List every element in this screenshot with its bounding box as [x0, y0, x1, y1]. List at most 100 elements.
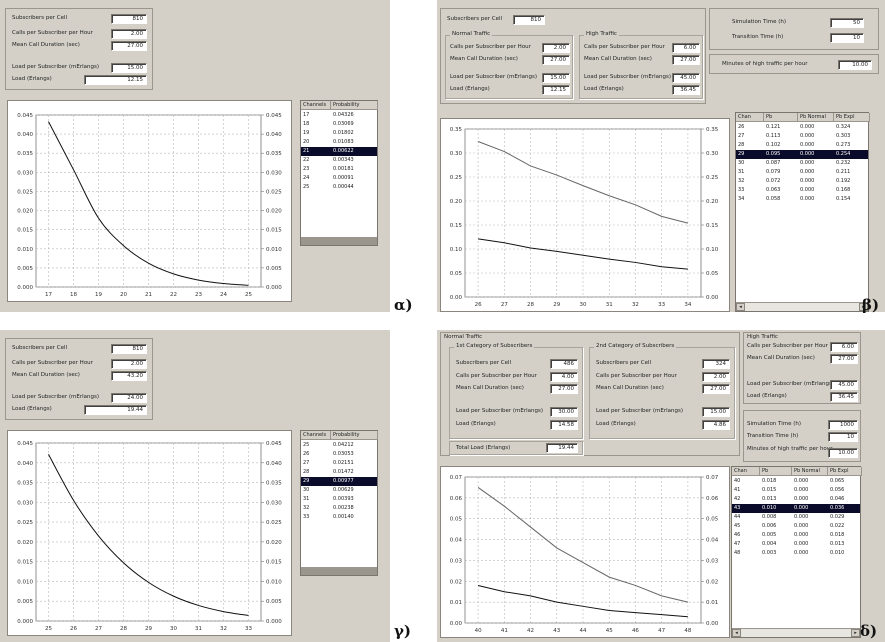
- table-row[interactable]: 45 0.006 0.000 0.022: [732, 522, 860, 531]
- delta-cat1-load-field[interactable]: 14.58: [550, 420, 578, 430]
- beta-sim-time-field[interactable]: 50: [830, 18, 864, 28]
- delta-cat2-load-field[interactable]: 4.86: [702, 420, 730, 430]
- beta-col-chan[interactable]: Chan: [736, 113, 764, 122]
- table-row[interactable]: 26 0.121 0.000 0.324: [736, 123, 868, 132]
- table-row[interactable]: 46 0.005 0.000 0.018: [732, 531, 860, 540]
- table-row[interactable]: 28 0.102 0.000 0.273: [736, 141, 868, 150]
- beta-subscribers-field[interactable]: 810: [513, 15, 545, 25]
- gamma-load-field[interactable]: 19.44: [84, 405, 147, 415]
- table-row[interactable]: 33 0.063 0.000 0.168: [736, 186, 868, 195]
- table-row[interactable]: 43 0.010 0.000 0.036: [732, 504, 860, 513]
- table-row[interactable]: 33 0.00140: [301, 513, 377, 522]
- alpha-calls-field[interactable]: 2.00: [111, 29, 147, 39]
- alpha-col-channels[interactable]: Channels: [301, 101, 331, 110]
- delta-cat1-duration-field[interactable]: 27.00: [550, 384, 578, 394]
- delta-cat2-subs-field[interactable]: 324: [702, 359, 730, 369]
- table-row[interactable]: 26 0.03053: [301, 450, 377, 459]
- alpha-duration-field[interactable]: 27.00: [111, 41, 147, 51]
- table-row[interactable]: 25 0.00044: [301, 183, 377, 192]
- table-cell: 46: [734, 532, 741, 538]
- delta-col-chan[interactable]: Chan: [732, 467, 760, 476]
- table-row[interactable]: 41 0.015 0.000 0.056: [732, 486, 860, 495]
- scroll-right-icon[interactable]: ▸: [851, 629, 860, 637]
- beta-high-calls-field[interactable]: 6.00: [672, 43, 700, 53]
- scroll-left-icon[interactable]: ◂: [736, 303, 745, 311]
- beta-hscrollbar[interactable]: ◂ ▸: [736, 302, 868, 311]
- beta-col-pb-expl[interactable]: Pb Expl: [834, 113, 870, 122]
- beta-high-load-field[interactable]: 36.45: [672, 85, 700, 95]
- gamma-calls-field[interactable]: 2.00: [111, 359, 147, 369]
- table-row[interactable]: 31 0.00393: [301, 495, 377, 504]
- table-row[interactable]: 24 0.00091: [301, 174, 377, 183]
- series-line-2: [478, 238, 688, 270]
- table-row[interactable]: 47 0.004 0.000 0.013: [732, 540, 860, 549]
- alpha-load-sub-field[interactable]: 15.00: [111, 63, 147, 73]
- table-row[interactable]: 32 0.00238: [301, 504, 377, 513]
- table-row[interactable]: 19 0.01802: [301, 129, 377, 138]
- table-row[interactable]: 34 0.058 0.000 0.154: [736, 195, 868, 204]
- delta-col-pb[interactable]: Pb: [760, 467, 792, 476]
- beta-normal-duration-field[interactable]: 27.00: [542, 55, 570, 65]
- delta-sim-time-field[interactable]: 1000: [828, 420, 858, 430]
- gamma-col-probability[interactable]: Probability: [331, 431, 378, 440]
- beta-col-pb[interactable]: Pb: [764, 113, 798, 122]
- table-row[interactable]: 20 0.01083: [301, 138, 377, 147]
- table-row[interactable]: 28 0.01472: [301, 468, 377, 477]
- beta-col-pb-normal[interactable]: Pb Normal: [798, 113, 834, 122]
- table-cell: 0.000: [800, 160, 815, 166]
- table-row[interactable]: 23 0.00181: [301, 165, 377, 174]
- alpha-load-field[interactable]: 12.15: [84, 75, 147, 85]
- delta-high-calls-field[interactable]: 6.00: [830, 342, 858, 352]
- gamma-load-sub-field[interactable]: 24.00: [111, 393, 147, 403]
- table-row[interactable]: 21 0.00622: [301, 147, 377, 156]
- beta-chart: 0.00 0.00 0.05 0.05 0.10 0.10 0.15 0.15 0.20 0.20…: [440, 118, 730, 312]
- table-row[interactable]: 18 0.03069: [301, 120, 377, 129]
- delta-high-load-sub-field[interactable]: 45.00: [830, 380, 858, 390]
- delta-cat2-subs-label: Subscribers per Cell: [596, 360, 652, 366]
- table-row[interactable]: 22 0.00343: [301, 156, 377, 165]
- table-row[interactable]: 32 0.072 0.000 0.192: [736, 177, 868, 186]
- delta-high-load-field[interactable]: 36.45: [830, 392, 858, 402]
- gamma-col-channels[interactable]: Channels: [301, 431, 331, 440]
- table-row[interactable]: 17 0.04326: [301, 111, 377, 120]
- table-row[interactable]: 42 0.013 0.000 0.046: [732, 495, 860, 504]
- delta-cat2-load-sub-field[interactable]: 15.00: [702, 407, 730, 417]
- delta-transition-field[interactable]: 10: [828, 432, 858, 442]
- delta-high-duration-field[interactable]: 27.00: [830, 354, 858, 364]
- delta-cat1-calls-field[interactable]: 4.00: [550, 372, 578, 382]
- delta-col-pb-normal[interactable]: Pb Normal: [792, 467, 828, 476]
- beta-normal-calls-field[interactable]: 2.00: [542, 43, 570, 53]
- table-row[interactable]: 30 0.087 0.000 0.232: [736, 159, 868, 168]
- table-row[interactable]: 27 0.113 0.000 0.303: [736, 132, 868, 141]
- delta-cat1-subs-field[interactable]: 486: [550, 359, 578, 369]
- table-row[interactable]: 29 0.095 0.000 0.254: [736, 150, 868, 159]
- table-row[interactable]: 27 0.02151: [301, 459, 377, 468]
- delta-cat2-duration-field[interactable]: 27.00: [702, 384, 730, 394]
- table-row[interactable]: 25 0.04212: [301, 441, 377, 450]
- delta-minutes-field[interactable]: 10.00: [828, 448, 858, 458]
- beta-transition-field[interactable]: 10: [830, 33, 864, 43]
- beta-high-load-sub-field[interactable]: 45.00: [672, 73, 700, 83]
- scroll-right-icon[interactable]: ▸: [859, 303, 868, 311]
- delta-total-field[interactable]: 19.44: [546, 443, 578, 453]
- gamma-subscribers-field[interactable]: 810: [111, 344, 147, 354]
- table-row[interactable]: 31 0.079 0.000 0.211: [736, 168, 868, 177]
- beta-high-duration-field[interactable]: 27.00: [672, 55, 700, 65]
- delta-cat1-load-sub-field[interactable]: 30.00: [550, 407, 578, 417]
- delta-cat2-calls-field[interactable]: 2.00: [702, 372, 730, 382]
- delta-hscrollbar[interactable]: ◂ ▸: [732, 628, 860, 637]
- table-row[interactable]: 29 0.00977: [301, 477, 377, 486]
- beta-normal-load-sub-field[interactable]: 15.00: [542, 73, 570, 83]
- beta-minutes-field[interactable]: 10.00: [838, 60, 872, 70]
- delta-col-pb-expl[interactable]: Pb Expl: [828, 467, 862, 476]
- alpha-col-probability[interactable]: Probability: [331, 101, 378, 110]
- table-row[interactable]: 44 0.008 0.000 0.029: [732, 513, 860, 522]
- scroll-left-icon[interactable]: ◂: [732, 629, 741, 637]
- table-cell: 0.000: [794, 541, 809, 547]
- beta-normal-load-field[interactable]: 12.15: [542, 85, 570, 95]
- table-row[interactable]: 30 0.00629: [301, 486, 377, 495]
- table-row[interactable]: 48 0.003 0.000 0.010: [732, 549, 860, 558]
- table-row[interactable]: 40 0.018 0.000 0.065: [732, 477, 860, 486]
- alpha-subscribers-field[interactable]: 810: [111, 14, 147, 24]
- gamma-duration-field[interactable]: 43.20: [111, 371, 147, 381]
